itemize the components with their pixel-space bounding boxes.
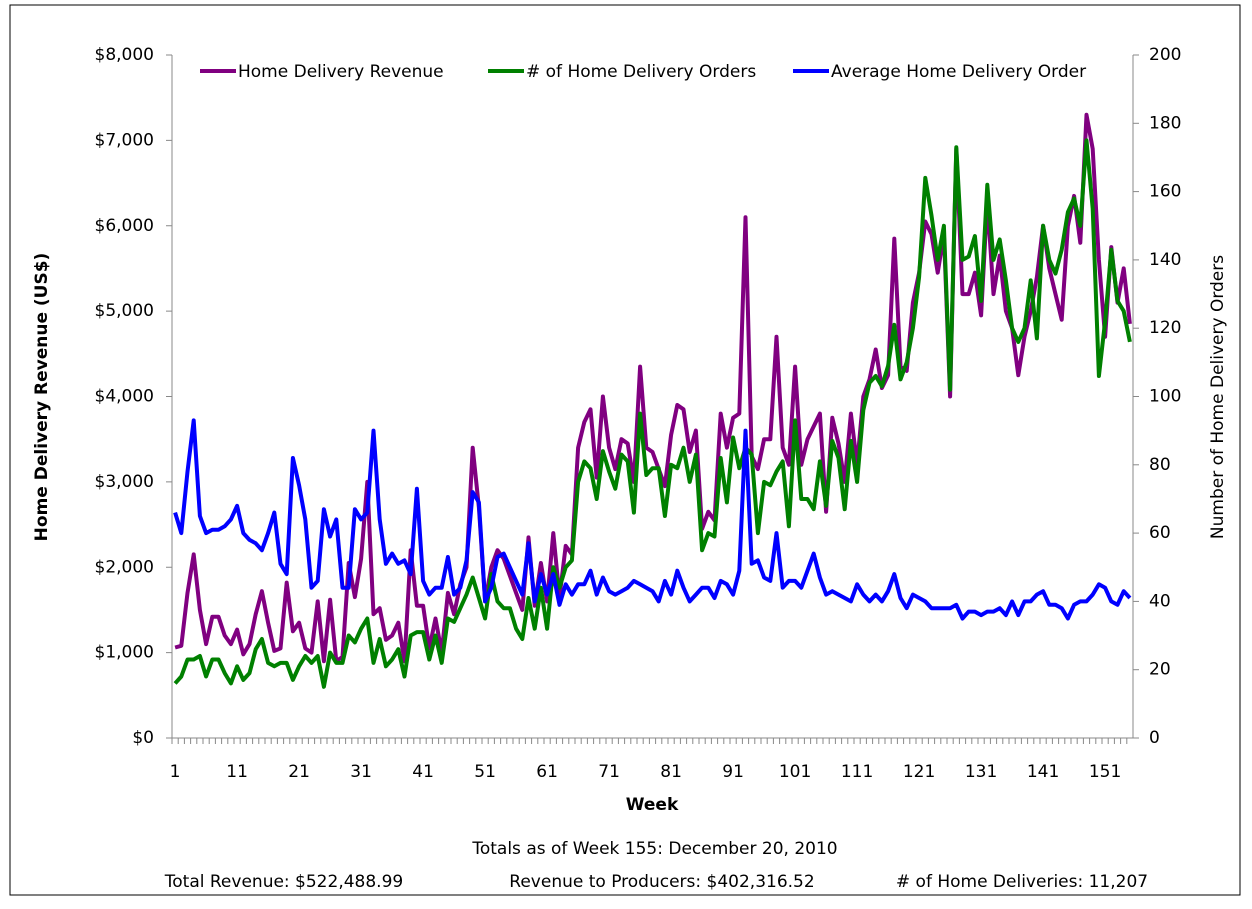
legend-label: Home Delivery Revenue: [238, 62, 444, 82]
y2-tick-label: 120: [1149, 318, 1181, 338]
x-axis-label: Week: [626, 795, 679, 815]
y2-tick-label: 20: [1149, 660, 1171, 680]
legend-label: Average Home Delivery Order: [831, 62, 1086, 82]
x-tick-label: 61: [536, 762, 558, 782]
x-tick-label: 121: [903, 762, 935, 782]
y2-tick-label: 100: [1149, 387, 1181, 407]
y-axis-label: Home Delivery Revenue (US$): [32, 253, 52, 542]
x-tick-label: 101: [779, 762, 811, 782]
series-line: [173, 418, 1132, 621]
y-tick-label: $0: [132, 728, 154, 748]
y2-tick-label: 140: [1149, 250, 1181, 270]
y-tick-label: $8,000: [95, 45, 154, 65]
legend-label: # of Home Delivery Orders: [526, 62, 756, 82]
x-tick-label: 31: [350, 762, 372, 782]
chart-frame: [9, 4, 1241, 896]
y2-tick-label: 160: [1149, 182, 1181, 202]
y2-tick-label: 80: [1149, 455, 1171, 475]
y-tick-label: $2,000: [95, 557, 154, 577]
y-tick-label: $4,000: [95, 387, 154, 407]
series-line: [174, 112, 1132, 664]
series-line: [173, 138, 1132, 689]
x-tick-label: 131: [965, 762, 997, 782]
x-tick-label: 111: [841, 762, 873, 782]
y2-tick-label: 200: [1149, 45, 1181, 65]
x-tick-label: 41: [412, 762, 434, 782]
y2-tick-label: 60: [1149, 523, 1171, 543]
x-tick-label: 1: [170, 762, 181, 782]
y-tick-label: $6,000: [95, 216, 154, 236]
y-tick-label: $3,000: [95, 472, 154, 492]
x-tick-label: 21: [288, 762, 310, 782]
x-tick-label: 81: [660, 762, 682, 782]
x-tick-label: 71: [598, 762, 620, 782]
y-tick-label: $1,000: [95, 643, 154, 663]
y2-axis-label: Number of Home Delivery Orders: [1208, 255, 1228, 539]
footnote: Revenue to Producers: $402,316.52: [509, 872, 814, 892]
y2-tick-label: 40: [1149, 591, 1171, 611]
footnote: # of Home Deliveries: 11,207: [896, 872, 1148, 892]
footnote: Total Revenue: $522,488.99: [164, 872, 403, 892]
x-tick-label: 51: [474, 762, 496, 782]
y2-tick-label: 180: [1149, 113, 1181, 133]
x-tick-label: 91: [722, 762, 744, 782]
y2-tick-label: 0: [1149, 728, 1160, 748]
x-tick-label: 11: [226, 762, 248, 782]
footnote: Totals as of Week 155: December 20, 2010: [471, 839, 837, 859]
x-tick-label: 141: [1027, 762, 1059, 782]
y-tick-label: $5,000: [95, 301, 154, 321]
x-tick-label: 151: [1089, 762, 1121, 782]
y-tick-label: $7,000: [95, 130, 154, 150]
